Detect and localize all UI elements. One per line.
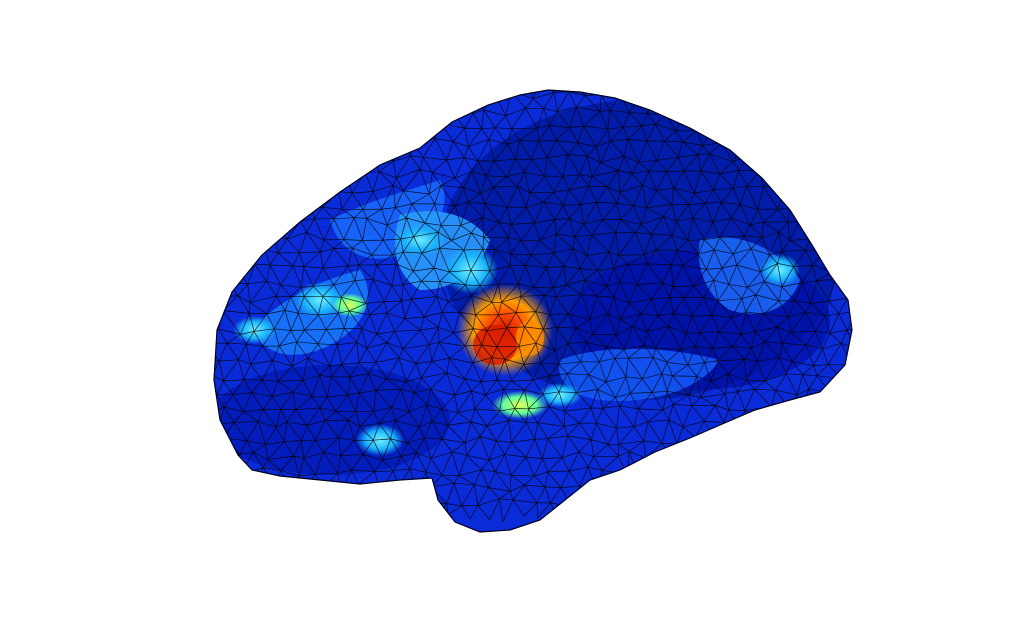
yellow-spot-2 [492,391,548,419]
cyan-spot-2 [294,282,346,318]
activation-peak-core [473,325,517,365]
cyan-spot-6 [760,254,800,286]
cyan-peak-halo [442,246,498,294]
cyan-spot-3 [394,224,446,256]
